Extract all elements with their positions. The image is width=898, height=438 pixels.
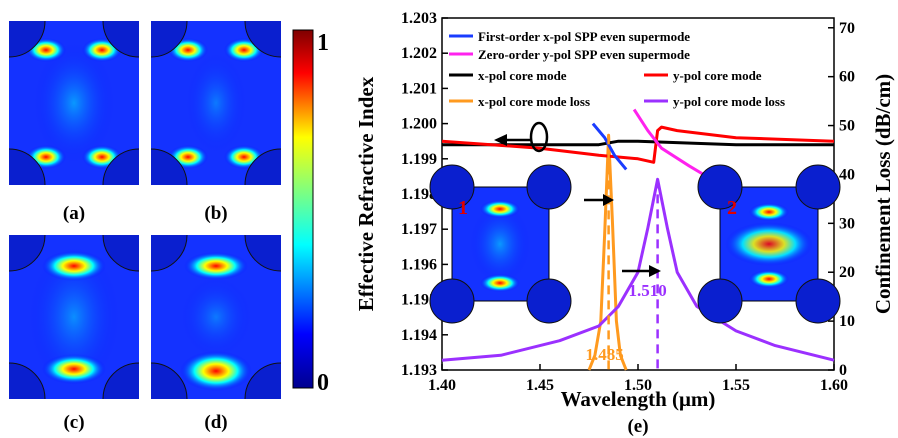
series-line-3: [441, 125, 835, 164]
x-axis-title: Wavelength (μm): [561, 387, 716, 411]
y-left-tick-label: 1.197: [401, 221, 437, 238]
y-right-tick-label: 50: [839, 118, 855, 135]
legend-label-1: Zero-order y-pol SPP even supermode: [478, 47, 690, 62]
y-right-tick-label: 30: [839, 215, 855, 232]
inset-label-1: 1: [458, 197, 468, 219]
y-axis-left-title: Effective Refractive Index: [354, 76, 378, 311]
y-left-tick-label: 1.199: [401, 151, 437, 168]
legend-label-0: First-order x-pol SPP even supermode: [478, 29, 690, 44]
chart-e: 1.40 1.45 1.50 1.55 1.60 1.193 1.194 1.195 1.196…: [354, 10, 895, 437]
y-left-tick-label: 1.200: [401, 116, 437, 133]
panel-label-a: (a): [63, 203, 85, 224]
panel-label-d: (d): [204, 412, 227, 433]
y-left-tick-label: 1.201: [401, 80, 437, 97]
x-tick-label: 1.50: [624, 377, 652, 394]
series-line-5: [441, 177, 835, 362]
y-right-tick-label: 60: [839, 69, 855, 86]
x-tick-label: 1.40: [428, 377, 456, 394]
annotation-label-0: 1.485: [585, 345, 623, 364]
colorbar-min-label: 0: [317, 370, 329, 396]
y-left-tick-label: 1.198: [401, 186, 437, 203]
y-right-tick-label: 40: [839, 166, 855, 183]
series-line-2: [442, 139, 834, 147]
y-right-tick-label: 0: [839, 362, 847, 379]
legend-label-3: y-pol core mode: [673, 68, 762, 83]
x-tick-label: 1.55: [722, 377, 750, 394]
field-map-b: [151, 21, 281, 185]
inset-mode-2: 2: [697, 164, 841, 324]
arrow-to-right-axis-1: [584, 194, 614, 206]
y-left-tick-label: 1.193: [401, 362, 437, 379]
arrow-to-left-axis: [494, 121, 549, 153]
y-left-tick-label: 1.196: [401, 256, 437, 273]
y-left-tick-label: 1.203: [401, 10, 437, 27]
panel-label-c: (c): [63, 412, 84, 433]
x-tick-label: 1.45: [526, 377, 554, 394]
x-tick-label: 1.60: [820, 377, 848, 394]
y-left-tick-label: 1.194: [401, 327, 437, 344]
inset-mode-1: 1: [429, 164, 572, 324]
annotation-label-1: 1.510: [628, 281, 666, 300]
panel-label-e: (e): [627, 416, 648, 437]
legend-label-2: x-pol core mode: [478, 68, 567, 83]
y-right-tick-label: 70: [839, 20, 855, 37]
arrow-to-right-axis-2: [622, 265, 661, 277]
field-map-d: [151, 235, 281, 399]
legend-label-4: x-pol core mode loss: [478, 94, 590, 109]
series-line-0: [591, 122, 628, 171]
y-right-tick-label: 20: [839, 264, 855, 281]
y-right-tick-label: 10: [839, 313, 855, 330]
y-axis-right-title: Confinement Loss (dB/cm): [871, 74, 895, 314]
y-left-tick-label: 1.202: [401, 45, 437, 62]
field-map-c: [9, 235, 139, 399]
y-left-tick-label: 1.195: [401, 292, 437, 309]
legend-label-5: y-pol core mode loss: [673, 94, 785, 109]
colorbar: [292, 29, 314, 389]
legend: First-order x-pol SPP even supermode Zer…: [449, 29, 785, 109]
colorbar-max-label: 1: [317, 30, 329, 56]
inset-label-2: 2: [727, 197, 737, 219]
series-line-4: [587, 133, 628, 371]
series-line-1: [632, 108, 720, 185]
field-map-a: [9, 21, 139, 185]
panel-label-b: (b): [204, 203, 227, 224]
